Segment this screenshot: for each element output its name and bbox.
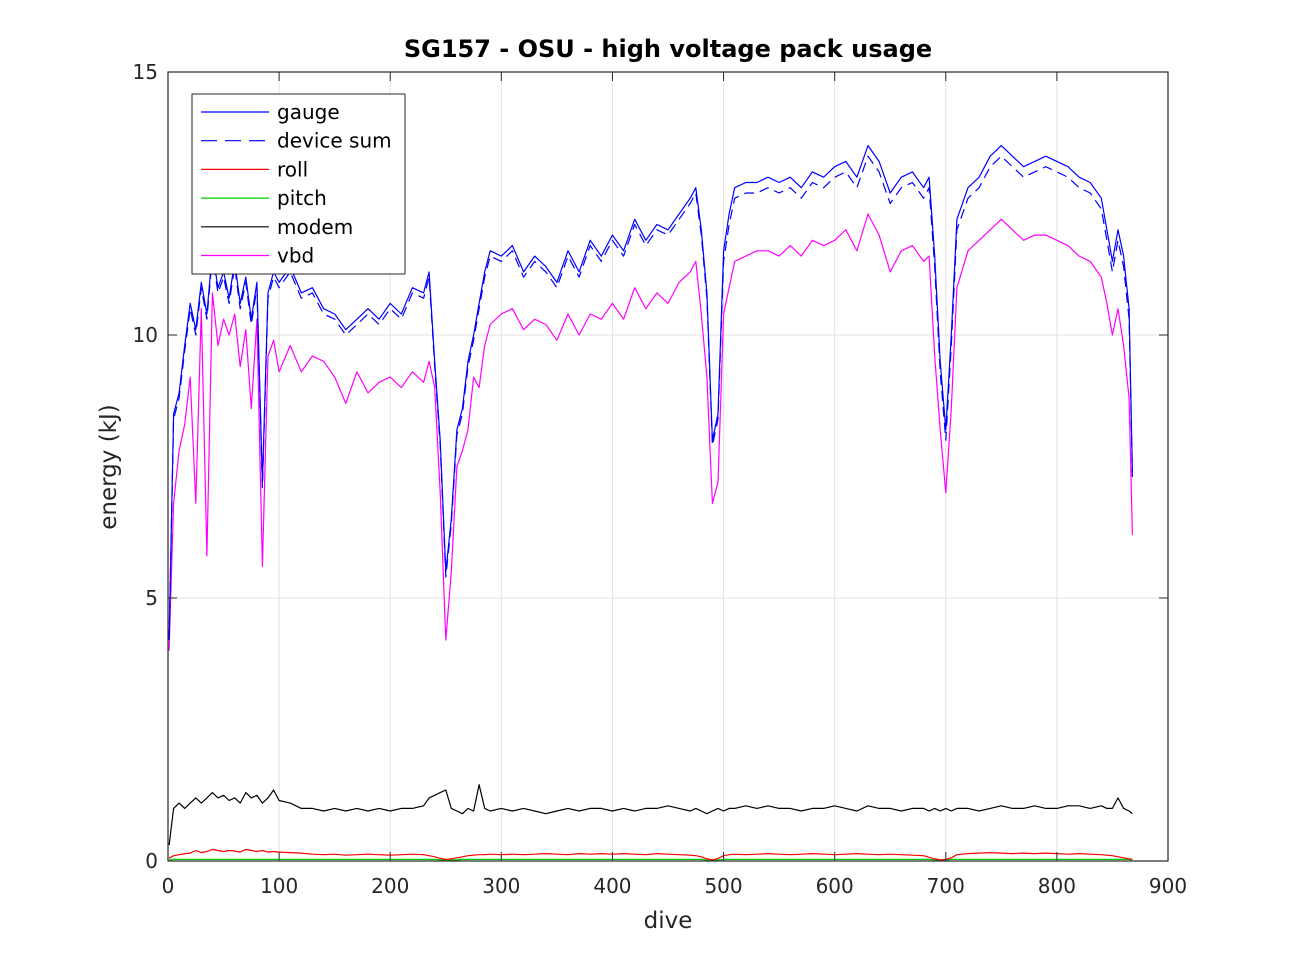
legend: gauge device sum roll pitch modem vbd [191,93,406,275]
series-line-gauge [168,145,1133,641]
legend-label: modem [277,215,353,239]
y-tick-label: 10 [133,323,158,347]
x-tick-label: 300 [482,874,520,898]
y-tick-label: 15 [133,60,158,84]
series-line-vbd [168,213,1133,651]
series-lines [168,145,1133,861]
axes-box [167,71,1169,862]
x-tick-label: 700 [927,874,965,898]
legend-label: device sum [277,129,392,153]
axis-ticks [167,71,1169,862]
legend-label: roll [277,157,308,181]
y-tick-label: 0 [145,849,158,873]
x-axis-label: dive [644,908,693,934]
tick-labels: 0 100 200 300 400 500 600 700 800 900 0 5 10 15 [133,60,1188,898]
x-tick-label: 400 [593,874,631,898]
legend-label: vbd [277,244,314,268]
x-tick-label: 100 [260,874,298,898]
legend-label: pitch [277,186,327,210]
chart-title: SG157 - OSU - high voltage pack usage [404,35,932,63]
x-tick-label: 800 [1038,874,1076,898]
x-tick-label: 900 [1149,874,1187,898]
series-line-modem [168,784,1133,846]
y-axis-label: energy (kJ) [96,404,122,530]
legend-label: gauge [277,100,340,124]
series-line-pitch [169,858,1133,861]
x-tick-label: 0 [162,874,175,898]
legend-box [191,93,406,275]
series-line-roll [168,848,1133,861]
series-line-device-sum [168,155,1133,641]
x-tick-label: 600 [816,874,854,898]
x-tick-label: 200 [371,874,409,898]
y-tick-label: 5 [145,586,158,610]
x-tick-label: 500 [704,874,742,898]
